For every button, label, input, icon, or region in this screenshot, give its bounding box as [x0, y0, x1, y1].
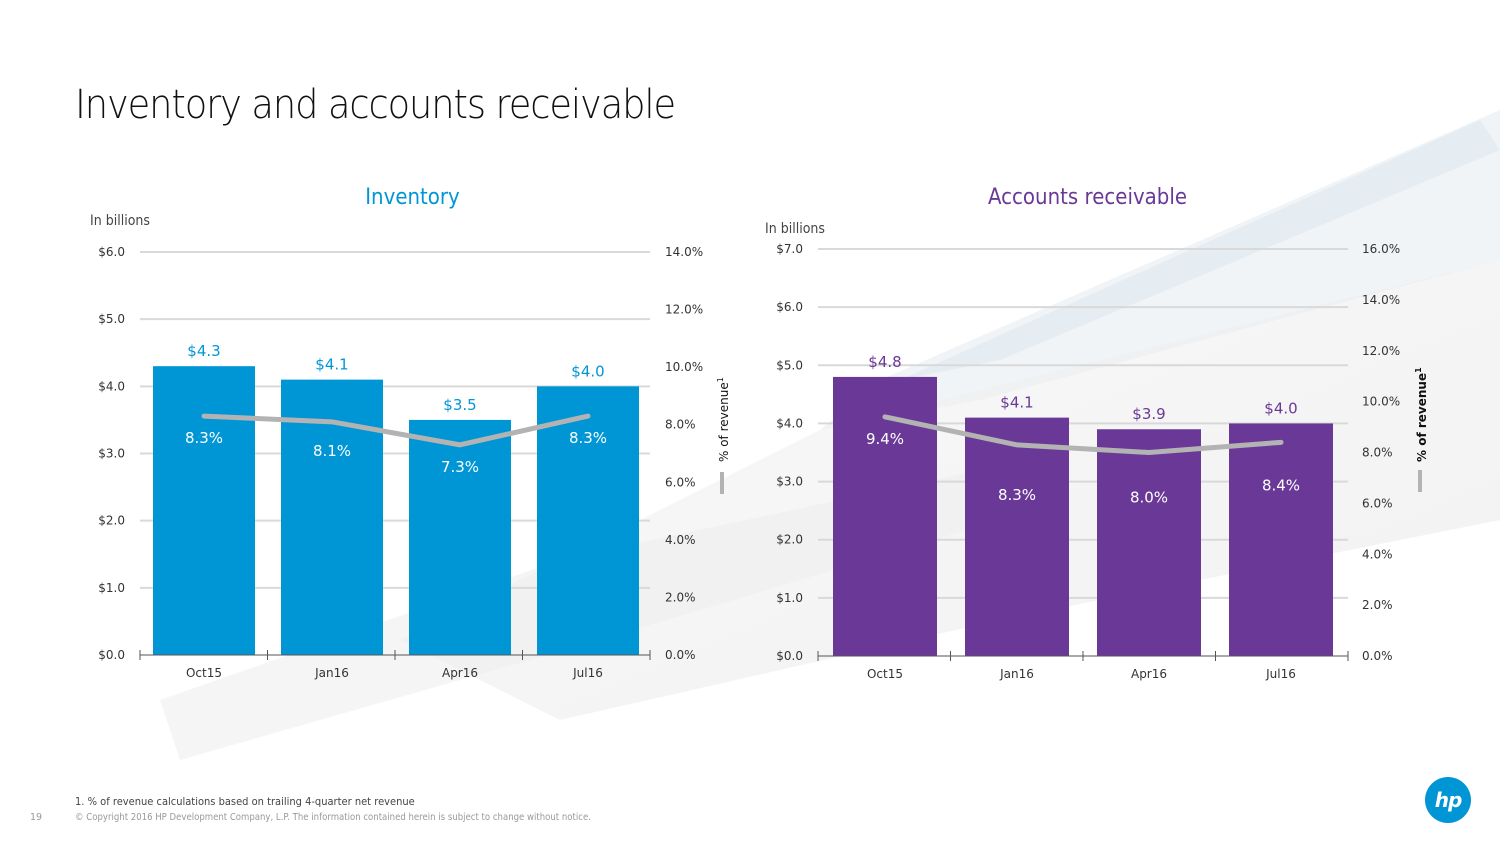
receivables-right-tick-label: 2.0%	[1362, 598, 1393, 612]
inventory-percent-label: 8.3%	[569, 429, 607, 447]
receivables-bar-value-label: $4.0	[1264, 399, 1297, 417]
receivables-bar	[1229, 423, 1333, 656]
inventory-percent-label: 8.1%	[313, 442, 351, 460]
inventory-right-tick-label: 12.0%	[665, 303, 703, 317]
receivables-percent-label: 9.4%	[866, 430, 904, 448]
inventory-unit-label: In billions	[90, 213, 150, 229]
inventory-right-tick-label: 10.0%	[665, 360, 703, 374]
inventory-right-tick-label: 2.0%	[665, 590, 696, 604]
inventory-bar-value-label: $3.5	[443, 396, 476, 414]
inventory-percent-label: 8.3%	[185, 429, 223, 447]
receivables-unit-label: In billions	[765, 221, 825, 237]
receivables-percent-label: 8.4%	[1262, 476, 1300, 494]
inventory-bar-value-label: $4.3	[187, 342, 220, 360]
inventory-left-tick-label: $3.0	[98, 447, 125, 461]
receivables-category-label: Apr16	[1131, 667, 1167, 681]
receivables-bar-value-label: $4.8	[868, 353, 901, 371]
inventory-right-tick-label: 0.0%	[665, 648, 696, 662]
receivables-line-legend-swatch	[1418, 470, 1422, 492]
inventory-line-legend-swatch	[720, 472, 724, 494]
inventory-category-label: Jul16	[572, 666, 603, 680]
inventory-right-tick-label: 14.0%	[665, 245, 703, 259]
receivables-right-axis-label-text: % of revenue	[1415, 372, 1429, 462]
receivables-category-label: Jan16	[999, 667, 1034, 681]
receivables-right-tick-label: 6.0%	[1362, 496, 1393, 510]
inventory-left-tick-label: $0.0	[98, 648, 125, 662]
receivables-bar	[965, 417, 1069, 656]
receivables-left-tick-label: $6.0	[776, 300, 803, 314]
inventory-bar-value-label: $4.0	[571, 362, 604, 380]
receivables-left-tick-label: $0.0	[776, 649, 803, 663]
inventory-right-tick-label: 6.0%	[665, 475, 696, 489]
inventory-chart-title: Inventory	[365, 185, 460, 210]
receivables-bar-value-label: $4.1	[1000, 394, 1033, 412]
receivables-bar	[1097, 429, 1201, 656]
inventory-left-tick-label: $2.0	[98, 514, 125, 528]
slide-title: Inventory and accounts receivable	[75, 82, 676, 128]
receivables-bar-value-label: $3.9	[1132, 405, 1165, 423]
inventory-right-tick-label: 8.0%	[665, 418, 696, 432]
inventory-left-tick-label: $5.0	[98, 312, 125, 326]
page-number: 19	[30, 812, 43, 823]
copyright-notice: © Copyright 2016 HP Development Company,…	[75, 812, 591, 823]
inventory-left-tick-label: $1.0	[98, 581, 125, 595]
receivables-left-tick-label: $3.0	[776, 475, 803, 489]
receivables-right-tick-label: 16.0%	[1362, 242, 1400, 256]
inventory-percent-line	[201, 413, 591, 448]
inventory-percent-label: 7.3%	[441, 458, 479, 476]
receivables-footnote-marker: 1	[1414, 367, 1423, 373]
receivables-left-tick-label: $1.0	[776, 591, 803, 605]
receivables-category-label: Oct15	[867, 667, 903, 681]
receivables-left-tick-label: $4.0	[776, 416, 803, 430]
receivables-percent-label: 8.3%	[998, 486, 1036, 504]
receivables-right-tick-label: 10.0%	[1362, 395, 1400, 409]
inventory-category-label: Oct15	[186, 666, 222, 680]
inventory-category-label: Jan16	[314, 666, 349, 680]
inventory-category-label: Apr16	[442, 666, 478, 680]
inventory-right-tick-label: 4.0%	[665, 533, 696, 547]
hp-logo: hp	[1425, 777, 1471, 823]
receivables-percent-line	[882, 414, 1284, 455]
receivables-right-tick-label: 4.0%	[1362, 547, 1393, 561]
receivables-percent-label: 8.0%	[1130, 489, 1168, 507]
inventory-bar-value-label: $4.1	[315, 356, 348, 374]
footnote: 1. % of revenue calculations based on tr…	[75, 795, 415, 808]
hp-logo-text: hp	[1434, 788, 1463, 812]
inventory-left-tick-label: $6.0	[98, 245, 125, 259]
receivables-right-tick-label: 12.0%	[1362, 344, 1400, 358]
receivables-left-tick-label: $5.0	[776, 358, 803, 372]
receivables-category-label: Jul16	[1265, 667, 1296, 681]
inventory-bar	[409, 419, 511, 655]
receivables-right-tick-label: 14.0%	[1362, 293, 1400, 307]
receivables-right-tick-label: 0.0%	[1362, 649, 1393, 663]
receivables-left-tick-label: $2.0	[776, 533, 803, 547]
receivables-left-tick-label: $7.0	[776, 242, 803, 256]
receivables-chart-title: Accounts receivable	[987, 185, 1188, 210]
inventory-left-tick-label: $4.0	[98, 379, 125, 393]
receivables-right-axis-label: % of revenue1	[1414, 367, 1429, 462]
receivables-right-tick-label: 8.0%	[1362, 446, 1393, 460]
inventory-bar	[537, 386, 639, 655]
